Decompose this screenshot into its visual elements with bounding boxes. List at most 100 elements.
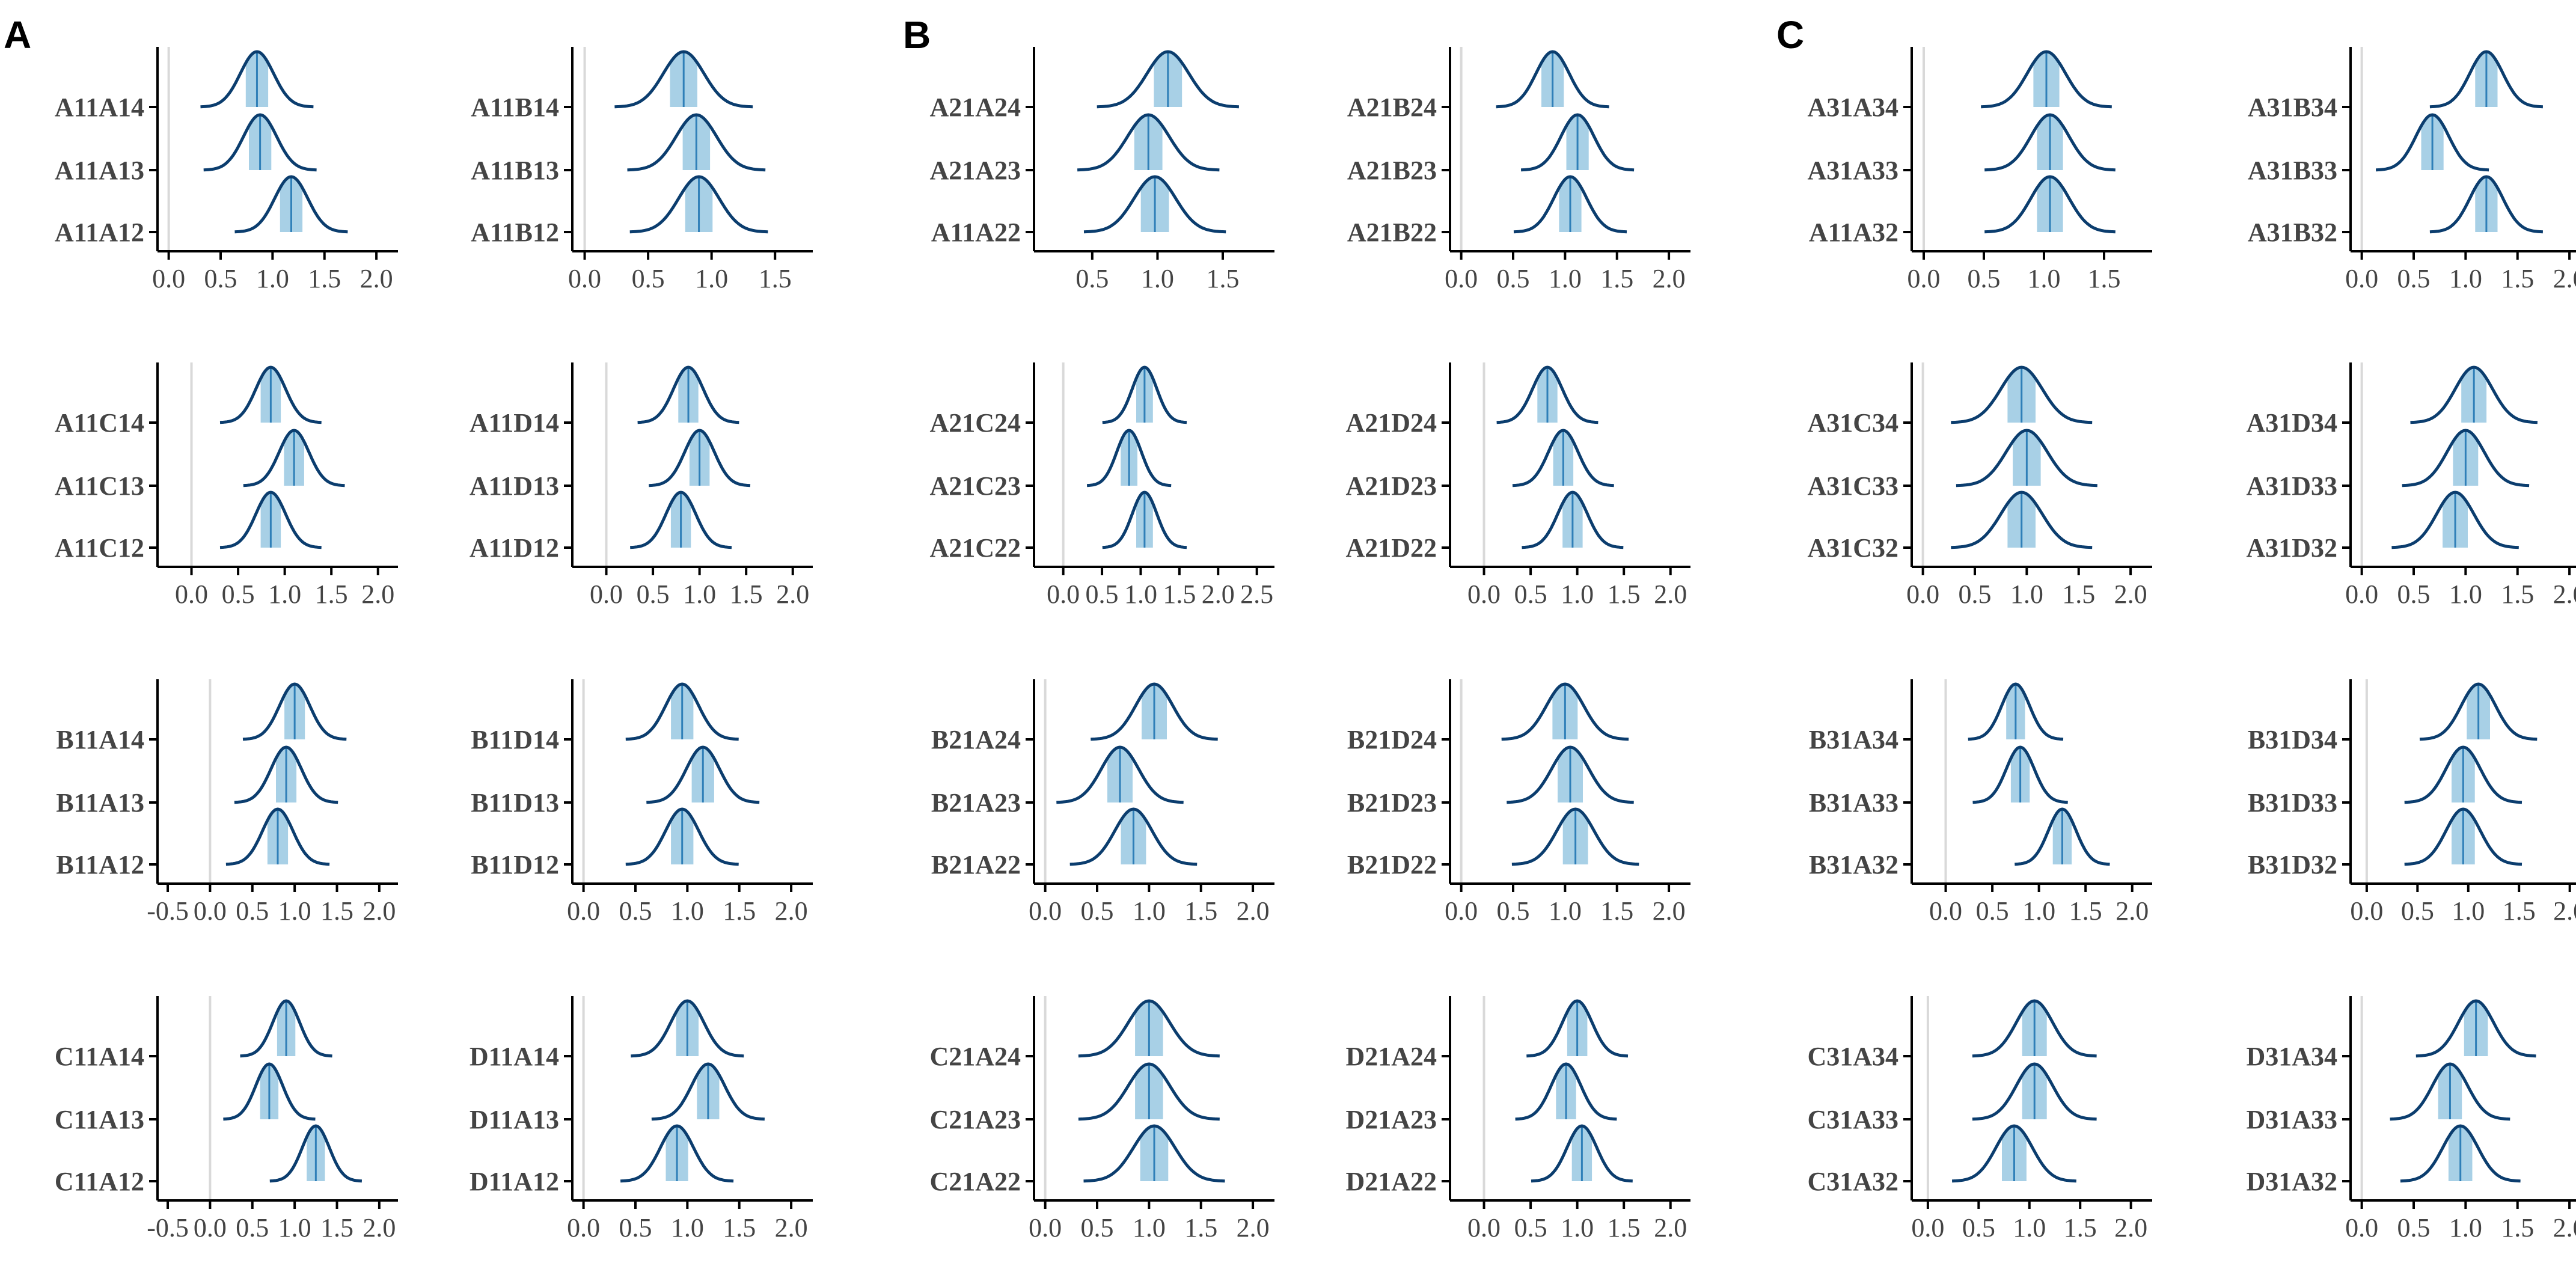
density-curve <box>1972 999 2097 1058</box>
row-label: A31C34 <box>1807 408 1898 438</box>
density-curve <box>2400 1124 2521 1183</box>
x-tick-label: 1.5 <box>1184 1213 1217 1243</box>
x-tick-label: 0.0 <box>590 579 623 609</box>
density-curve <box>1511 807 1639 866</box>
row-label: A21C24 <box>929 408 1021 438</box>
density-curve <box>2402 429 2530 488</box>
row-label: A31D33 <box>2246 471 2337 501</box>
density-curve <box>614 50 753 109</box>
row-label: B11D14 <box>471 725 559 754</box>
panel-letter-b: B <box>903 13 931 57</box>
x-tick-label: 1.0 <box>1561 579 1594 609</box>
density-curve <box>2410 365 2538 424</box>
density-curve <box>2391 491 2519 549</box>
x-tick-label: 1.0 <box>683 579 716 609</box>
ridgeline-panel-6: A11C14 A11C13 A11C12 0.0 0.5 1.0 1.5 2.0 <box>55 362 398 609</box>
ridgeline-panel-8: A21C24 A21C23 A21C22 0.0 0.5 1.0 1.5 2.0 2.5 <box>929 362 1274 609</box>
density-curve <box>200 50 314 109</box>
x-tick-label: 1.0 <box>1561 1213 1594 1243</box>
x-tick-label: 0.5 <box>204 264 237 293</box>
row-label: D21A22 <box>1345 1167 1437 1196</box>
density-curve <box>242 682 347 741</box>
x-tick-label: 0.5 <box>637 579 670 609</box>
density-curve <box>1515 1062 1617 1121</box>
x-tick-label: 0.0 <box>1906 579 1939 609</box>
row-label: A21B24 <box>1347 93 1437 122</box>
row-label: A11A32 <box>1809 218 1898 247</box>
x-tick-label: 2.0 <box>363 896 396 926</box>
row-label: D21A24 <box>1345 1042 1437 1071</box>
x-tick-label: 2.0 <box>1237 896 1270 926</box>
x-tick-label: 0.5 <box>236 1213 269 1243</box>
density-curve <box>219 491 322 549</box>
density-curve <box>1507 745 1634 804</box>
density-curve <box>1984 113 2116 172</box>
row-label: C31A33 <box>1807 1105 1898 1134</box>
density-curve <box>1496 50 1609 109</box>
density-curve <box>219 365 322 424</box>
row-label: D11A13 <box>470 1105 559 1134</box>
x-tick-label: 2.0 <box>775 896 808 926</box>
row-label: C31A34 <box>1807 1042 1898 1071</box>
x-tick-label: 0.0 <box>1445 896 1478 926</box>
x-tick-label: 1.5 <box>1163 579 1196 609</box>
density-curve <box>1513 175 1627 234</box>
density-curve <box>1501 682 1629 741</box>
x-tick-label: 1.5 <box>2088 264 2121 293</box>
density-curve <box>1972 745 2069 804</box>
x-tick-label: 2.0 <box>363 1213 396 1243</box>
density-curve <box>629 175 768 234</box>
density-curve <box>1981 50 2112 109</box>
ridgeline-panel-3: A21B24 A21B23 A21B22 0.0 0.5 1.0 1.5 2.0 <box>1347 47 1690 293</box>
row-label: A21C23 <box>929 471 1021 501</box>
x-tick-label: 0.0 <box>1029 1213 1062 1243</box>
x-tick-label: 0.5 <box>1497 264 1530 293</box>
row-label: A11C13 <box>55 471 144 501</box>
x-tick-label: 1.0 <box>2449 1213 2482 1243</box>
row-label: A31A34 <box>1807 93 1898 122</box>
x-tick-label: 0.5 <box>1962 1213 1995 1243</box>
x-tick-label: 1.5 <box>2062 579 2095 609</box>
density-curve <box>2429 50 2544 109</box>
x-tick-label: 1.5 <box>1608 1213 1641 1243</box>
x-tick-label: 1.0 <box>278 1213 311 1243</box>
x-tick-label: 0.0 <box>2345 579 2378 609</box>
row-label: D31A34 <box>2246 1042 2337 1071</box>
x-tick-label: 1.5 <box>2069 896 2102 926</box>
ridgeline-panel-18: C11A14 C11A13 C11A12-0.5 0.0 0.5 1.0 1.5 2.0 <box>55 996 398 1243</box>
x-tick-label: 0.0 <box>567 896 600 926</box>
x-tick-label: 2.0 <box>2114 579 2147 609</box>
x-tick-label: 0.0 <box>1467 579 1501 609</box>
density-curve <box>1496 365 1599 424</box>
x-tick-label: 0.0 <box>568 264 601 293</box>
density-curve <box>1972 1062 2097 1121</box>
ridgeline-panel-20: C21A24 C21A23 C21A22 0.0 0.5 1.0 1.5 2.0 <box>929 996 1274 1243</box>
row-label: D31A32 <box>2246 1167 2337 1196</box>
ridgeline-panel-14: B21A24 B21A23 B21A22 0.0 0.5 1.0 1.5 2.0 <box>931 679 1274 926</box>
panel-letter-a: A <box>4 13 31 57</box>
x-tick-label: 1.5 <box>1184 896 1217 926</box>
density-curve <box>225 807 330 866</box>
row-label: D11A12 <box>470 1167 559 1196</box>
x-tick-label: 1.5 <box>723 1213 756 1243</box>
row-label: B21A22 <box>931 850 1021 879</box>
x-tick-label: 2.5 <box>1240 579 1273 609</box>
x-tick-label: 2.0 <box>360 264 393 293</box>
x-tick-label: 0.5 <box>1968 264 2001 293</box>
density-curve <box>1078 999 1220 1058</box>
row-label: B31A32 <box>1809 850 1898 879</box>
density-curve <box>1069 807 1198 866</box>
row-label: B21D22 <box>1347 850 1437 879</box>
x-tick-label: 1.0 <box>695 264 728 293</box>
row-label: A11D13 <box>470 471 559 501</box>
row-label: D31A33 <box>2246 1105 2337 1134</box>
x-tick-label: 1.0 <box>671 1213 704 1243</box>
density-curve <box>1531 1124 1633 1183</box>
row-label: B31D34 <box>2248 725 2337 754</box>
x-tick-label: 0.0 <box>2350 896 2383 926</box>
density-curve <box>1078 1062 1220 1121</box>
density-curve <box>234 745 338 804</box>
ridgeline-panel-19: D11A14 D11A13 D11A12 0.0 0.5 1.0 1.5 2.0 <box>470 996 813 1243</box>
panel-letter-c: C <box>1776 13 1804 57</box>
row-label: A31A33 <box>1807 156 1898 185</box>
